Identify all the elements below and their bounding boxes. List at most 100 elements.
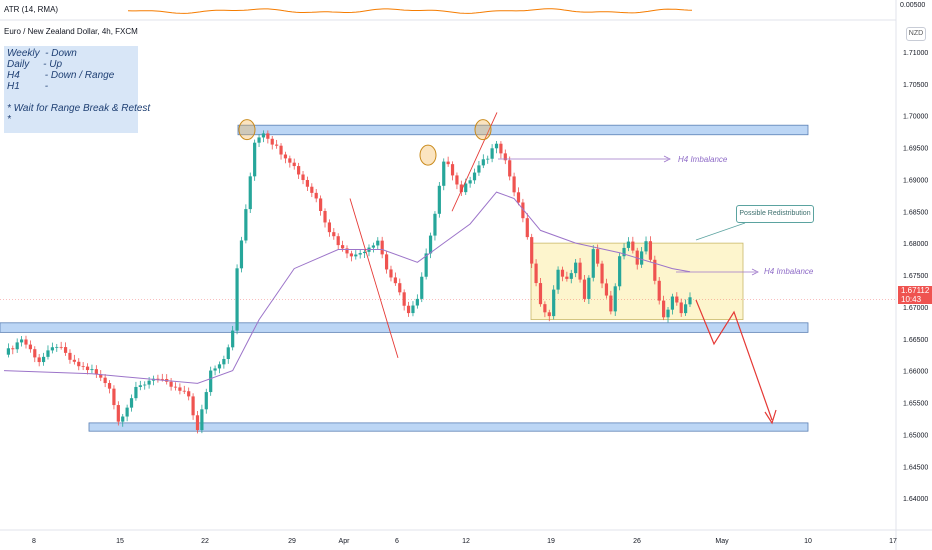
note-line: * Wait for Range Break & Retest xyxy=(7,103,151,114)
price-tick-label: 1.71000 xyxy=(903,50,928,57)
current-price-tag: 1.67112 10:43 xyxy=(898,286,932,304)
candle-body xyxy=(543,304,547,313)
price-tick-label: 1.69000 xyxy=(903,177,928,184)
candle-body xyxy=(578,262,582,280)
redistribution-callout[interactable]: Possible Redistribution xyxy=(736,205,814,223)
candle-body xyxy=(560,269,565,277)
note-line: Weekly - Down xyxy=(7,48,77,59)
candle-body xyxy=(613,286,617,312)
candle-body xyxy=(349,253,353,257)
candle-body xyxy=(138,385,142,387)
resistance-zone[interactable] xyxy=(237,124,809,136)
candle-body xyxy=(644,241,648,252)
atr-axis-value: 0.00500 xyxy=(900,2,926,9)
candle-body xyxy=(63,347,68,353)
candle-body xyxy=(591,249,595,278)
candle-body xyxy=(248,176,252,210)
swing-high-marker[interactable] xyxy=(419,144,437,166)
candle-body xyxy=(516,192,521,203)
candle-body xyxy=(411,305,415,314)
symbol-title[interactable]: Euro / New Zealand Dollar, 4h, FXCM xyxy=(4,27,138,36)
callout-pointer xyxy=(695,222,746,241)
price-tick-label: 1.67000 xyxy=(903,305,928,312)
price-tick-label: 1.70000 xyxy=(903,114,928,121)
candle-body xyxy=(46,350,50,357)
atr-line xyxy=(127,8,693,14)
time-tick-label: 29 xyxy=(288,538,296,545)
candle-body xyxy=(217,364,222,369)
candle-body xyxy=(538,283,543,305)
candle-body xyxy=(640,251,644,265)
candle-body xyxy=(490,148,494,159)
candle-body xyxy=(468,180,472,184)
trendline-down[interactable] xyxy=(349,198,399,359)
candle-body xyxy=(547,312,551,317)
atr-indicator-label[interactable]: ATR (14, RMA) xyxy=(4,5,59,14)
candle-body xyxy=(428,235,433,254)
h4-imbalance-upper-label[interactable]: H4 Imbalance xyxy=(678,155,728,164)
candle-body xyxy=(512,176,516,193)
candle-body xyxy=(631,241,635,251)
h4-imbalance-lower-arrowhead xyxy=(751,268,759,276)
currency-badge[interactable]: NZD xyxy=(906,27,926,41)
candle-body xyxy=(28,344,32,350)
price-tick-label: 1.70500 xyxy=(903,82,928,89)
trendline-up[interactable] xyxy=(451,112,498,212)
candle-body xyxy=(556,269,560,290)
candle-body xyxy=(90,369,94,371)
candle-body xyxy=(143,384,147,386)
candle-body xyxy=(283,154,288,159)
candle-body xyxy=(15,342,19,350)
target-zone[interactable] xyxy=(88,422,809,432)
candle-body xyxy=(107,383,112,389)
note-line: * xyxy=(7,114,11,125)
candle-body xyxy=(94,369,98,375)
candle-body xyxy=(455,175,459,185)
candle-body xyxy=(182,390,186,392)
candle-body xyxy=(85,366,90,371)
h4-imbalance-lower-label[interactable]: H4 Imbalance xyxy=(764,267,814,276)
candle-body xyxy=(103,377,107,384)
candle-body xyxy=(662,300,666,318)
note-line: Daily - Up xyxy=(7,59,63,70)
candle-body xyxy=(587,277,591,299)
candle-body xyxy=(125,407,129,417)
support-zone[interactable] xyxy=(0,322,809,333)
candle-body xyxy=(472,172,477,181)
candle-body xyxy=(37,357,41,363)
candle-body xyxy=(393,277,397,284)
time-tick-label: May xyxy=(715,538,729,545)
candle-body xyxy=(129,398,134,408)
candle-body xyxy=(297,166,301,175)
candle-body xyxy=(358,253,362,255)
candle-body xyxy=(19,339,24,343)
candle-body xyxy=(319,198,323,211)
candle-body xyxy=(494,143,499,149)
time-tick-label: 26 xyxy=(633,538,641,545)
candle-body xyxy=(213,368,217,371)
analysis-note[interactable]: Weekly - Down Daily - Up H4 - Down / Ran… xyxy=(4,46,151,133)
candle-body xyxy=(648,241,653,260)
candle-body xyxy=(147,380,151,385)
candle-body xyxy=(301,174,305,181)
candle-body xyxy=(156,378,160,380)
candle-body xyxy=(380,240,384,255)
candle-body xyxy=(72,359,76,362)
candle-body xyxy=(477,165,481,173)
bar-countdown: 10:43 xyxy=(901,295,922,304)
note-line: H4 - Down / Range xyxy=(7,70,115,81)
candle-body xyxy=(121,416,125,422)
price-tick-label: 1.68000 xyxy=(903,241,928,248)
candle-body xyxy=(604,283,609,296)
candle-body xyxy=(341,245,345,249)
candle-body xyxy=(459,184,463,193)
candle-body xyxy=(305,180,310,187)
candle-body xyxy=(314,192,318,199)
swing-high-marker[interactable] xyxy=(238,119,256,141)
candle-body xyxy=(244,209,248,241)
swing-high-marker[interactable] xyxy=(474,119,492,141)
time-tick-label: Apr xyxy=(339,538,351,545)
projection-path[interactable] xyxy=(695,299,773,421)
